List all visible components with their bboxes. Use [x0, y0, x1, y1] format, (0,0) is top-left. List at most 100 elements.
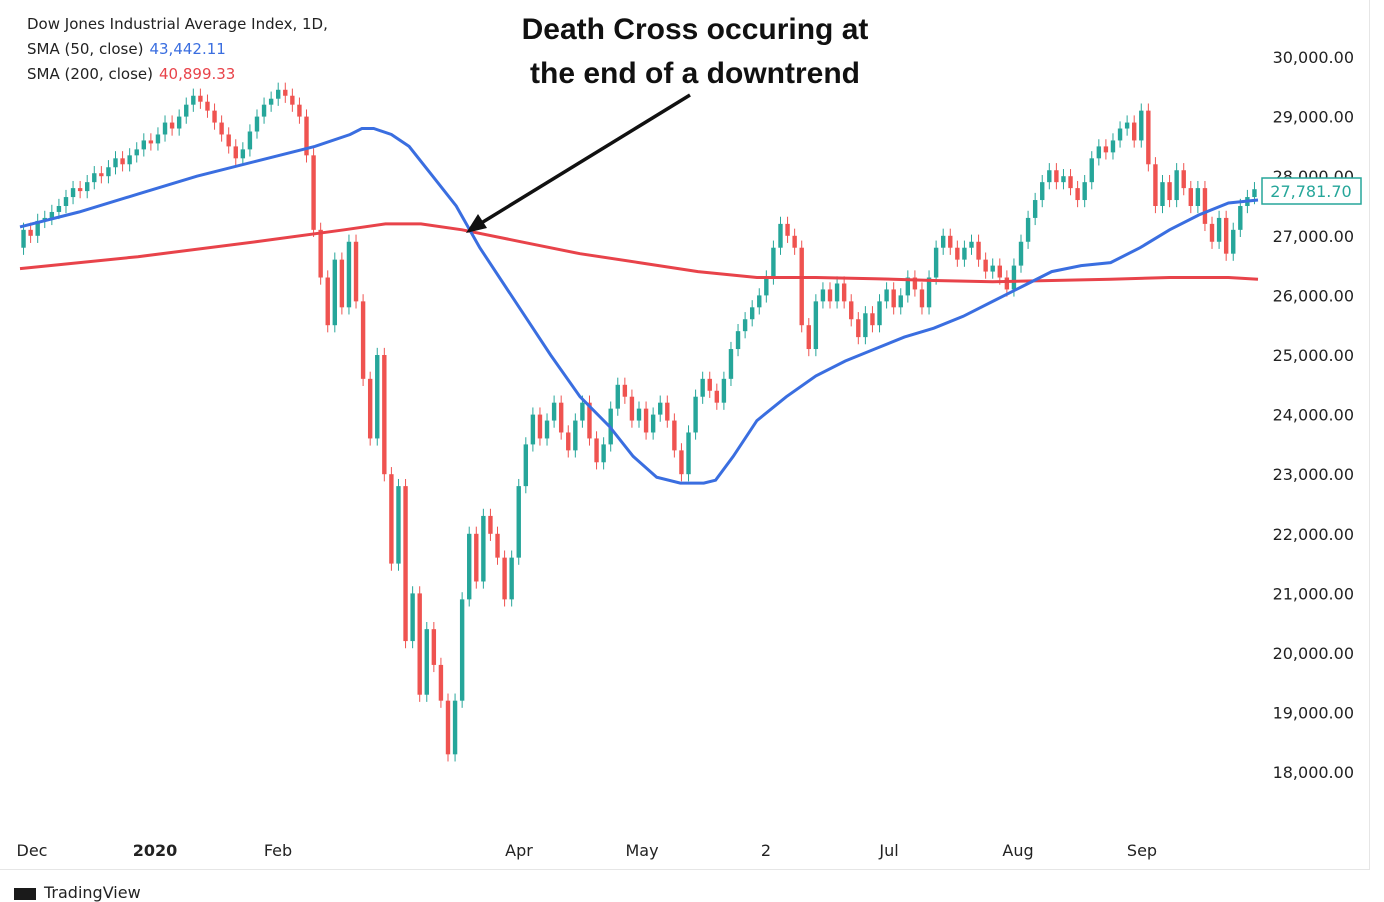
chart-title: Dow Jones Industrial Average Index, 1D, — [27, 15, 328, 33]
candle-down — [318, 229, 323, 278]
candle-down — [445, 700, 451, 755]
candle-up — [92, 173, 97, 183]
candle-up — [35, 220, 40, 236]
candle-up — [1216, 217, 1222, 242]
last-price-label: 27,781.70 — [1270, 182, 1351, 201]
candle-up — [410, 593, 415, 642]
candle-up — [757, 295, 762, 308]
candle-up — [728, 349, 734, 379]
candle-up — [686, 432, 691, 475]
candle-up — [1117, 128, 1123, 141]
sma50-label: SMA (50, close) — [27, 40, 144, 58]
candle-up — [261, 104, 267, 117]
candle-up — [580, 402, 585, 421]
legend-title: Dow Jones Industrial Average Index, 1D, — [27, 12, 328, 37]
candle-up — [1082, 182, 1087, 201]
x-tick-label: Sep — [1127, 841, 1157, 860]
candle-up — [742, 319, 748, 332]
candle-up — [749, 307, 755, 320]
sma200-label: SMA (200, close) — [27, 65, 153, 83]
y-tick-label: 24,000.00 — [1273, 406, 1354, 425]
candlesticks — [21, 82, 1257, 762]
candle-up — [1231, 229, 1236, 254]
candle-up — [1011, 265, 1017, 290]
candle-down — [502, 557, 507, 600]
candle-up — [884, 289, 889, 302]
sma200-value: 40,899.33 — [159, 65, 236, 83]
candle-up — [940, 235, 946, 248]
last-price-tag-box — [1261, 177, 1362, 205]
candle-up — [1018, 241, 1024, 266]
candle-up — [905, 277, 911, 296]
candle-up — [1025, 217, 1031, 242]
candle-up — [813, 301, 819, 350]
candle-up — [176, 116, 182, 129]
candle-up — [509, 557, 514, 600]
candle-down — [566, 432, 571, 451]
y-tick-label: 19,000.00 — [1273, 704, 1354, 723]
candle-down — [438, 664, 444, 701]
candle-down — [311, 155, 316, 230]
candle-up — [573, 420, 578, 451]
candle-down — [792, 235, 797, 248]
candle-up — [346, 241, 352, 308]
candle-up — [658, 402, 663, 415]
y-tick-label: 23,000.00 — [1273, 465, 1354, 484]
candle-up — [636, 408, 642, 421]
y-tick-label: 29,000.00 — [1273, 108, 1354, 127]
candle-down — [1004, 277, 1010, 290]
candle-up — [1047, 170, 1052, 183]
x-tick-label: 2 — [761, 841, 771, 860]
candle-up — [650, 414, 656, 433]
attribution-text: TradingView — [44, 883, 141, 902]
x-tick-label: Dec — [17, 841, 48, 860]
candle-up — [481, 515, 486, 582]
candle-up — [63, 197, 69, 206]
x-tick-label: 2020 — [133, 841, 178, 860]
candle-down — [226, 134, 231, 147]
candle-down — [1188, 188, 1193, 206]
x-tick-label: Feb — [264, 841, 292, 860]
y-axis: 18,000.00 19,000.00 20,000.00 21,000.00 22,0… — [1273, 48, 1354, 782]
candle-down — [339, 259, 345, 308]
candle-up — [240, 149, 246, 159]
legend-sma200[interactable]: SMA (200, close) 40,899.33 — [27, 62, 235, 87]
candle-down — [495, 533, 500, 558]
candle-down — [488, 515, 493, 534]
x-axis: Dec 2020 Feb Apr May 2 Jul Aug Sep — [17, 841, 1158, 860]
candle-down — [290, 95, 295, 105]
candle-up — [141, 140, 146, 150]
candle-up — [863, 313, 868, 338]
candle-down — [594, 438, 599, 463]
candle-up — [1174, 170, 1179, 201]
candle-down — [360, 301, 366, 379]
candle-down — [948, 235, 953, 248]
candle-up — [1238, 206, 1243, 230]
candle-up — [1139, 110, 1144, 141]
candle-up — [700, 378, 705, 397]
y-tick-label: 18,000.00 — [1273, 763, 1354, 782]
candle-down — [99, 173, 104, 177]
candle-down — [558, 402, 564, 433]
candle-up — [1032, 200, 1038, 218]
candle-down — [856, 319, 861, 338]
candle-down — [1167, 182, 1172, 201]
y-tick-label: 20,000.00 — [1273, 644, 1354, 663]
candle-down — [1223, 217, 1229, 254]
candle-up — [1252, 189, 1257, 198]
annotation-line-2: the end of a downtrend — [530, 57, 860, 90]
candle-up — [1096, 146, 1102, 159]
candle-down — [891, 289, 896, 308]
candle-up — [459, 599, 465, 701]
candle-up — [544, 420, 550, 439]
candle-down — [233, 146, 238, 159]
candle-up — [1124, 122, 1130, 129]
candle-down — [799, 247, 804, 326]
legend-sma50[interactable]: SMA (50, close) 43,442.11 — [27, 37, 226, 62]
candle-up — [191, 95, 196, 105]
annotation-line-1: Death Cross occuring at — [521, 13, 869, 46]
candle-down — [1202, 188, 1208, 224]
candle-up — [516, 486, 521, 558]
candle-down — [198, 95, 203, 102]
